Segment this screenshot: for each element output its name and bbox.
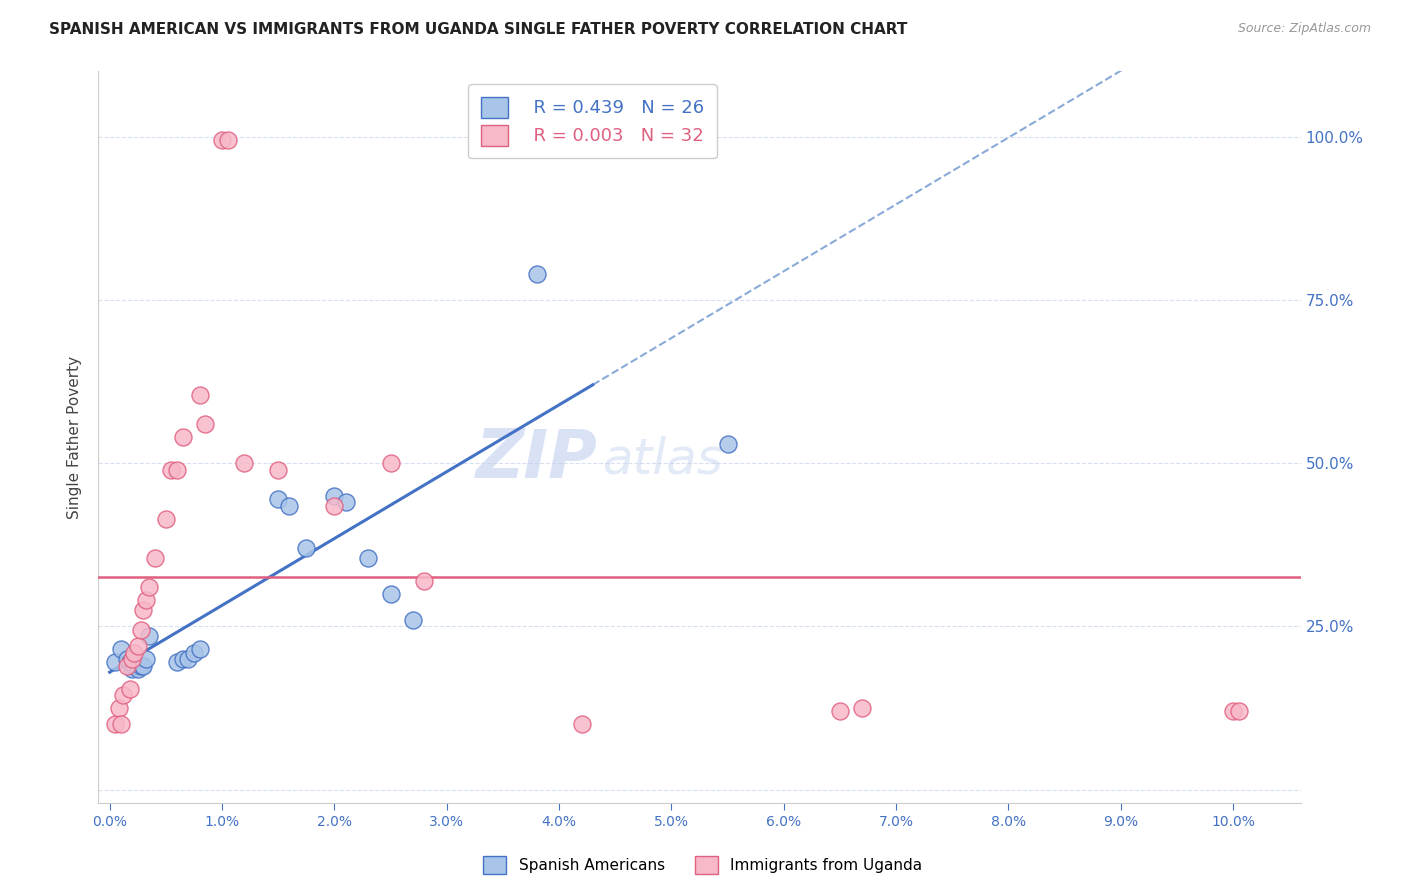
Point xyxy=(357,550,380,565)
Point xyxy=(132,658,155,673)
Point xyxy=(124,658,146,673)
Point xyxy=(188,387,211,401)
Point xyxy=(143,550,166,565)
Point xyxy=(112,688,135,702)
Text: SPANISH AMERICAN VS IMMIGRANTS FROM UGANDA SINGLE FATHER POVERTY CORRELATION CHA: SPANISH AMERICAN VS IMMIGRANTS FROM UGAN… xyxy=(49,22,908,37)
Point xyxy=(413,574,436,588)
Point xyxy=(104,656,127,670)
Point xyxy=(138,629,160,643)
Text: Source: ZipAtlas.com: Source: ZipAtlas.com xyxy=(1237,22,1371,36)
Point xyxy=(828,705,851,719)
Point xyxy=(115,652,138,666)
Point xyxy=(851,701,873,715)
Point xyxy=(110,717,132,731)
Point xyxy=(127,662,149,676)
Point xyxy=(571,717,593,731)
Point xyxy=(1227,705,1250,719)
Point xyxy=(121,662,143,676)
Point xyxy=(217,133,239,147)
Point xyxy=(295,541,318,555)
Point xyxy=(267,492,290,507)
Point xyxy=(115,658,138,673)
Point xyxy=(335,495,357,509)
Point xyxy=(166,463,188,477)
Point xyxy=(129,658,152,673)
Point xyxy=(132,603,155,617)
Point xyxy=(135,652,157,666)
Text: atlas: atlas xyxy=(603,435,724,483)
Point xyxy=(1222,705,1244,719)
Point xyxy=(135,593,157,607)
Point xyxy=(129,623,152,637)
Point xyxy=(177,652,200,666)
Point xyxy=(118,656,141,670)
Point xyxy=(124,646,146,660)
Point xyxy=(278,499,301,513)
Point xyxy=(526,267,548,281)
Point xyxy=(380,587,402,601)
Point xyxy=(172,652,194,666)
Point xyxy=(166,656,188,670)
Point xyxy=(380,456,402,470)
Point xyxy=(188,642,211,657)
Point xyxy=(121,652,143,666)
Point xyxy=(194,417,217,431)
Point xyxy=(118,681,141,696)
Point xyxy=(211,133,233,147)
Point xyxy=(323,499,346,513)
Point xyxy=(155,512,177,526)
Y-axis label: Single Father Poverty: Single Father Poverty xyxy=(67,356,83,518)
Legend: Spanish Americans, Immigrants from Uganda: Spanish Americans, Immigrants from Ugand… xyxy=(478,850,928,880)
Point xyxy=(127,639,149,653)
Point xyxy=(160,463,183,477)
Point xyxy=(107,701,129,715)
Legend:   R = 0.439   N = 26,   R = 0.003   N = 32: R = 0.439 N = 26, R = 0.003 N = 32 xyxy=(468,84,717,158)
Point xyxy=(172,430,194,444)
Point xyxy=(110,642,132,657)
Point xyxy=(267,463,290,477)
Point xyxy=(402,613,425,627)
Text: ZIP: ZIP xyxy=(475,426,598,492)
Point xyxy=(138,580,160,594)
Point xyxy=(183,646,205,660)
Point xyxy=(716,436,738,450)
Point xyxy=(104,717,127,731)
Point xyxy=(233,456,256,470)
Point xyxy=(323,489,346,503)
